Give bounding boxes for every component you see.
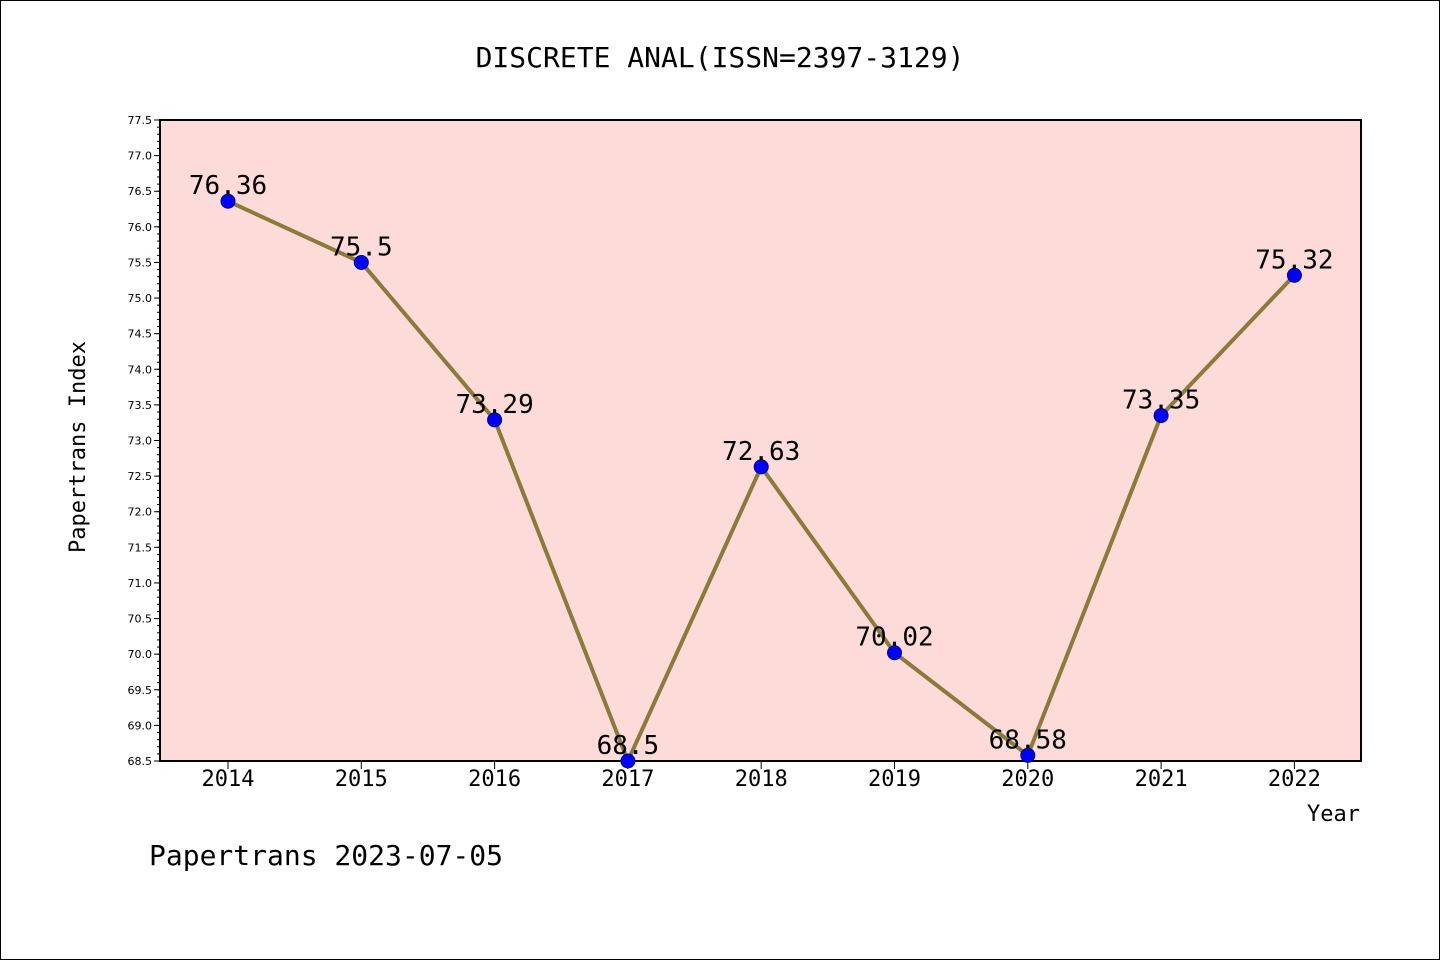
y-tick-label: 68.5 [128, 755, 153, 768]
x-tick-label: 2015 [335, 767, 388, 792]
y-tick-label: 76.0 [128, 221, 153, 234]
y-tick-label: 70.0 [128, 648, 153, 661]
y-tick-label: 69.0 [128, 719, 153, 732]
x-tick-label: 2019 [868, 767, 921, 792]
data-point-label: 70.02 [855, 623, 933, 653]
footer-text: Papertrans 2023-07-05 [149, 839, 503, 872]
data-point-marker [1286, 267, 1302, 283]
x-tick-label: 2021 [1135, 767, 1188, 792]
y-tick-label: 75.5 [128, 256, 153, 269]
x-tick-label: 2016 [468, 767, 521, 792]
y-tick-label: 77.5 [128, 114, 153, 127]
x-tick-label: 2014 [202, 767, 255, 792]
data-point-label: 68.5 [597, 731, 660, 761]
y-tick-labels: 68.5 69.0 69.5 70.0 70.5 71.0 71.5 72.0 72.5 73.0… [128, 114, 153, 768]
x-tick-label: 2017 [601, 767, 654, 792]
data-labels: 76.36 75.5 73.29 68.5 72.63 70.02 68.58 73.35 75… [189, 171, 1334, 761]
data-point-label: 76.36 [189, 171, 267, 201]
data-point-label: 75.32 [1255, 245, 1333, 275]
y-tick-label: 70.5 [128, 613, 153, 626]
y-tick-label: 74.0 [128, 363, 153, 376]
x-tick-label: 2022 [1268, 767, 1321, 792]
data-point-marker [1153, 408, 1169, 424]
y-tick-label: 71.0 [128, 577, 153, 590]
data-point-label: 73.35 [1122, 386, 1200, 416]
y-tick-label: 73.0 [128, 435, 153, 448]
series-markers [220, 193, 1302, 769]
chart-title: DISCRETE ANAL(ISSN=2397-3129) [476, 41, 965, 74]
data-point-label: 72.63 [722, 437, 800, 467]
x-tick-label: 2018 [735, 767, 788, 792]
y-tick-label: 71.5 [128, 541, 153, 554]
y-tick-label: 77.0 [128, 150, 153, 163]
data-point-marker [353, 254, 369, 270]
y-tick-label: 76.5 [128, 185, 153, 198]
data-point-label: 75.5 [330, 232, 393, 262]
data-point-marker [220, 193, 236, 209]
y-tick-label: 75.0 [128, 292, 153, 305]
y-tick-label: 74.5 [128, 328, 153, 341]
data-point-label: 68.58 [989, 725, 1067, 755]
y-tick-label: 73.5 [128, 399, 153, 412]
data-point-marker [1020, 747, 1036, 763]
plot-area [159, 119, 1362, 762]
y-tick-label: 72.5 [128, 470, 153, 483]
data-point-marker [487, 412, 503, 428]
y-tick-label: 69.5 [128, 684, 153, 697]
axis-ticks [154, 119, 1295, 769]
x-tick-labels: 2014 2015 2016 2017 2018 2019 2020 2021 2022 [202, 767, 1321, 792]
data-point-marker [753, 459, 769, 475]
y-tick-label: 72.0 [128, 506, 153, 519]
x-tick-label: 2020 [1001, 767, 1054, 792]
data-point-label: 73.29 [455, 390, 533, 420]
y-axis-label: Papertrans Index [66, 341, 91, 553]
data-point-marker [887, 645, 902, 661]
data-point-marker [620, 753, 636, 769]
x-axis-label: Year [1307, 802, 1360, 827]
